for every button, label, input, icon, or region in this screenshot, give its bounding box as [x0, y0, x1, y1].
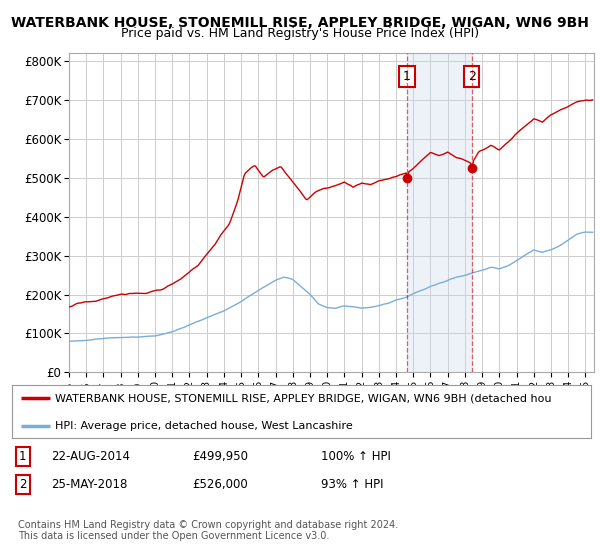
Text: £499,950: £499,950 — [192, 450, 248, 463]
Text: 22-AUG-2014: 22-AUG-2014 — [51, 450, 130, 463]
Text: WATERBANK HOUSE, STONEMILL RISE, APPLEY BRIDGE, WIGAN, WN6 9BH (detached hou: WATERBANK HOUSE, STONEMILL RISE, APPLEY … — [55, 393, 552, 403]
Text: WATERBANK HOUSE, STONEMILL RISE, APPLEY BRIDGE, WIGAN, WN6 9BH: WATERBANK HOUSE, STONEMILL RISE, APPLEY … — [11, 16, 589, 30]
Text: £526,000: £526,000 — [192, 478, 248, 491]
Text: 1: 1 — [403, 70, 411, 83]
Bar — [407, 53, 472, 372]
Text: 2: 2 — [467, 70, 476, 83]
Text: 93% ↑ HPI: 93% ↑ HPI — [321, 478, 383, 491]
Text: Price paid vs. HM Land Registry's House Price Index (HPI): Price paid vs. HM Land Registry's House … — [121, 27, 479, 40]
Text: 25-MAY-2018: 25-MAY-2018 — [51, 478, 127, 491]
Text: 100% ↑ HPI: 100% ↑ HPI — [321, 450, 391, 463]
Text: 1: 1 — [19, 450, 26, 463]
Text: HPI: Average price, detached house, West Lancashire: HPI: Average price, detached house, West… — [55, 421, 353, 431]
Text: 2: 2 — [19, 478, 26, 491]
Text: Contains HM Land Registry data © Crown copyright and database right 2024.
This d: Contains HM Land Registry data © Crown c… — [18, 520, 398, 542]
